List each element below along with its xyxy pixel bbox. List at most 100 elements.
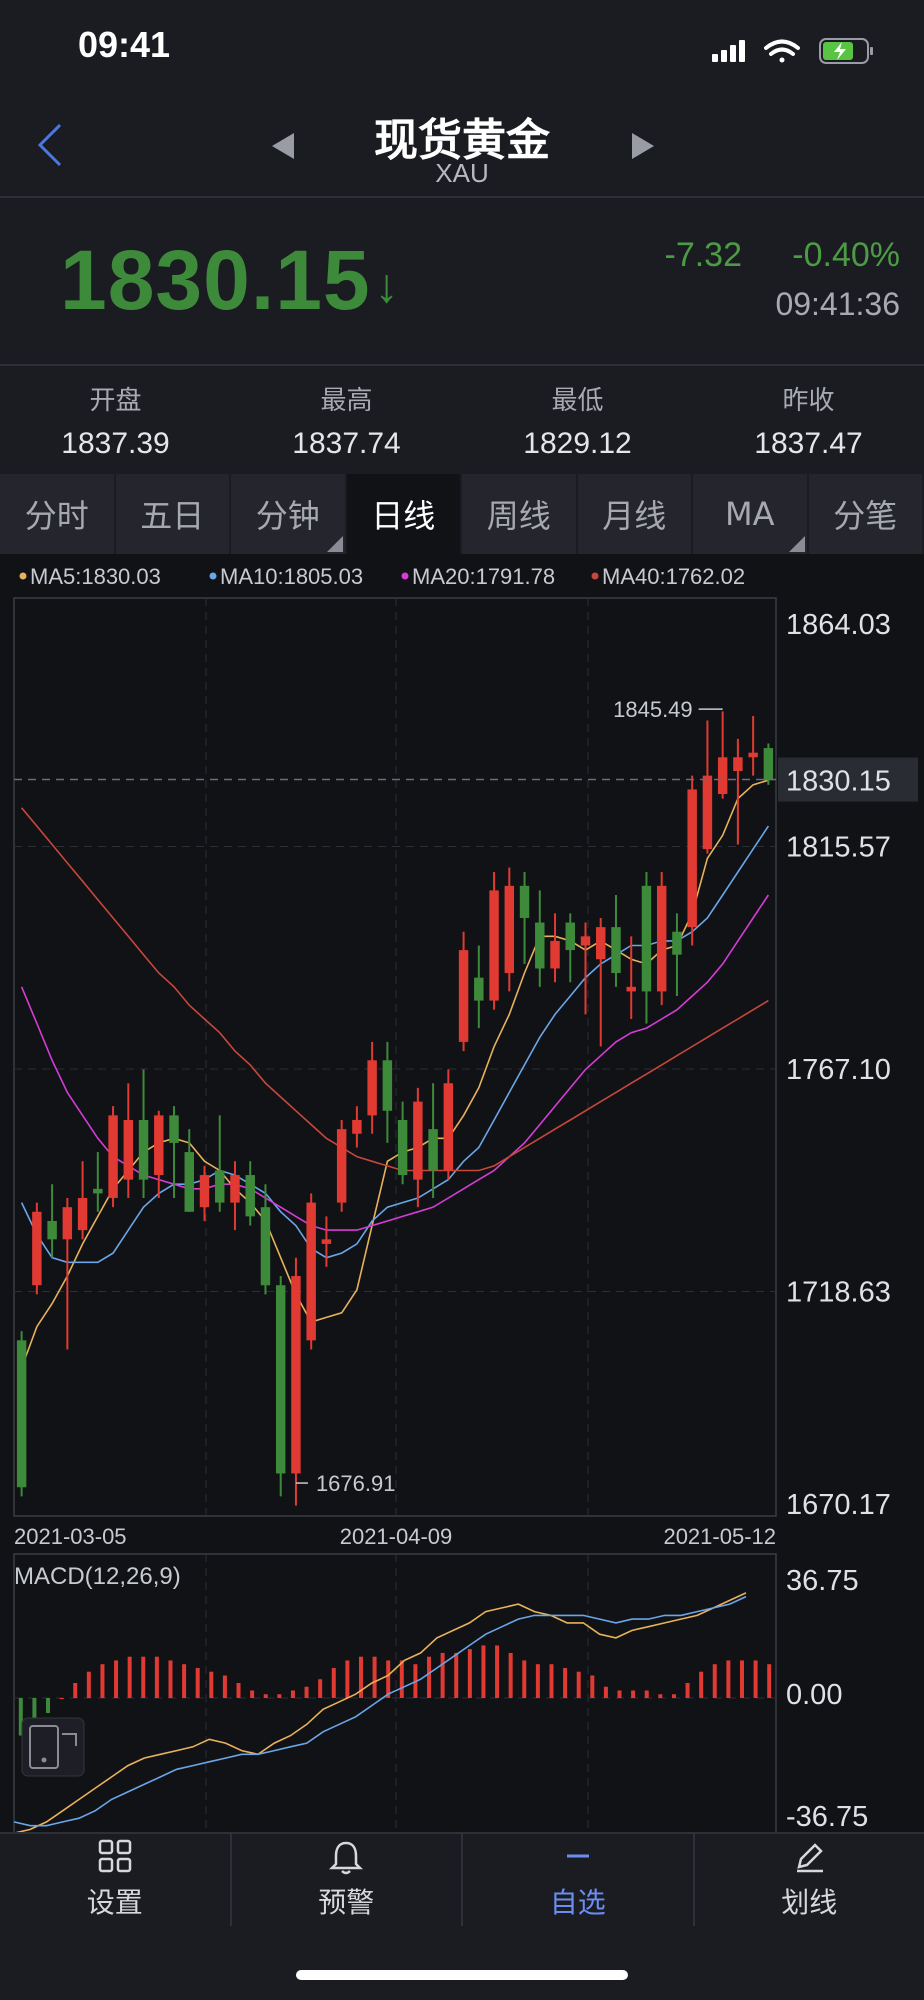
tab-daily[interactable]: 日线: [346, 474, 462, 554]
candle: [306, 1193, 316, 1350]
candle: [275, 1276, 286, 1497]
candle-body: [123, 1119, 134, 1180]
legend-dot: [401, 572, 409, 580]
candle: [641, 872, 652, 1024]
candle: [763, 743, 774, 785]
macd-bar: [32, 1698, 37, 1725]
candle-body: [352, 1119, 362, 1134]
candle-body: [169, 1115, 179, 1143]
x-tick-label: 2021-05-12: [663, 1524, 776, 1549]
stat-value: 1837.74: [292, 427, 401, 460]
candle-body: [184, 1152, 194, 1212]
candle-body: [580, 936, 591, 946]
legend-dot: [591, 572, 599, 580]
signal-icon: [712, 40, 745, 62]
macd-bar: [563, 1667, 568, 1698]
bell-icon: [329, 1841, 364, 1875]
tab-monthly[interactable]: 月线: [578, 474, 693, 554]
candle-body: [748, 752, 758, 758]
macd-bar: [141, 1656, 146, 1698]
kline-chart[interactable]: 1830.15 1845.49 1676.91 MA5:1830.03 MA10:1…: [0, 554, 924, 1834]
macd-bar: [644, 1690, 649, 1698]
candle-body: [382, 1060, 393, 1111]
macd-bar: [427, 1656, 432, 1698]
macd-bar: [290, 1690, 295, 1698]
candle-body: [245, 1175, 255, 1217]
tab-intraday[interactable]: 分时: [0, 474, 116, 554]
current-price-label: 1830.15: [786, 766, 891, 798]
ma-line-ma40: [20, 807, 769, 1172]
macd-dif-line: [13, 1592, 747, 1834]
fullscreen-toggle-icon[interactable]: [21, 1717, 85, 1777]
candle: [717, 711, 728, 799]
toolbar-label: 预警: [318, 1886, 375, 1919]
tab-label: 日线: [371, 497, 436, 535]
stat-open: 开盘 1837.39: [0, 380, 231, 461]
candle-body: [230, 1175, 240, 1203]
macd-bar: [236, 1682, 241, 1698]
tab-minute[interactable]: 分钟: [231, 474, 347, 554]
macd-bar: [508, 1652, 513, 1698]
status-time: 09:41: [78, 24, 171, 65]
macd-bar: [250, 1690, 255, 1698]
candle: [169, 1106, 179, 1199]
candle-body: [504, 885, 515, 974]
macd-bar: [195, 1667, 200, 1698]
legend-item: MA40:1762.02: [602, 564, 745, 589]
macd-bar: [631, 1690, 636, 1698]
battery-icon: [819, 38, 873, 64]
candle-body: [641, 885, 652, 992]
candle: [321, 1216, 332, 1267]
macd-bar: [726, 1660, 731, 1698]
candle: [230, 1161, 240, 1231]
stat-label: 最低: [551, 386, 604, 416]
candle: [154, 1110, 164, 1199]
candle: [413, 1087, 423, 1208]
macd-bar: [467, 1649, 472, 1698]
candle-body: [550, 940, 560, 969]
candle-body: [77, 1198, 88, 1231]
back-button[interactable]: [30, 115, 80, 175]
tab-five-day[interactable]: 五日: [116, 474, 231, 554]
settings-button[interactable]: 设置: [0, 1834, 232, 1926]
macd-bar: [767, 1664, 772, 1698]
macd-bar: [86, 1671, 91, 1698]
watchlist-button[interactable]: 自选: [463, 1834, 695, 1926]
candle-body: [260, 1207, 271, 1286]
macd-bar: [454, 1652, 459, 1698]
low-annotation: 1676.91: [316, 1471, 396, 1496]
candle-body: [154, 1115, 164, 1176]
candle-body: [108, 1115, 118, 1199]
divider: [0, 196, 924, 198]
minus-icon: [566, 1854, 589, 1858]
next-symbol-button[interactable]: [632, 133, 654, 159]
candle-body: [489, 890, 499, 1001]
macd-bar: [73, 1682, 78, 1698]
tab-label: 月线: [602, 497, 667, 535]
tab-ma[interactable]: MA: [693, 474, 809, 554]
tab-ticks[interactable]: 分笔: [809, 474, 924, 554]
macd-bar: [318, 1679, 323, 1698]
tab-weekly[interactable]: 周线: [462, 474, 578, 554]
dropdown-corner-icon: [326, 536, 343, 552]
macd-bar: [154, 1656, 159, 1698]
stat-high: 最高 1837.74: [231, 380, 462, 461]
candle: [245, 1161, 255, 1226]
candle: [62, 1198, 73, 1350]
draw-line-button[interactable]: 划线: [695, 1834, 924, 1926]
prev-symbol-button[interactable]: [272, 133, 294, 159]
alert-button[interactable]: 预警: [232, 1834, 463, 1926]
macd-y-tick-label: 0.00: [786, 1679, 842, 1711]
candle: [687, 775, 697, 946]
x-tick-label: 2021-03-05: [14, 1524, 127, 1549]
candle: [77, 1161, 88, 1240]
candle: [656, 872, 667, 1006]
candle: [519, 872, 530, 964]
candle-body: [687, 789, 697, 928]
candle-body: [413, 1101, 423, 1180]
candle-body: [321, 1239, 332, 1244]
y-tick-label: 1718.63: [786, 1277, 891, 1309]
macd-y-tick-label: 36.75: [786, 1565, 859, 1597]
candle: [184, 1129, 194, 1212]
candle: [611, 895, 621, 987]
